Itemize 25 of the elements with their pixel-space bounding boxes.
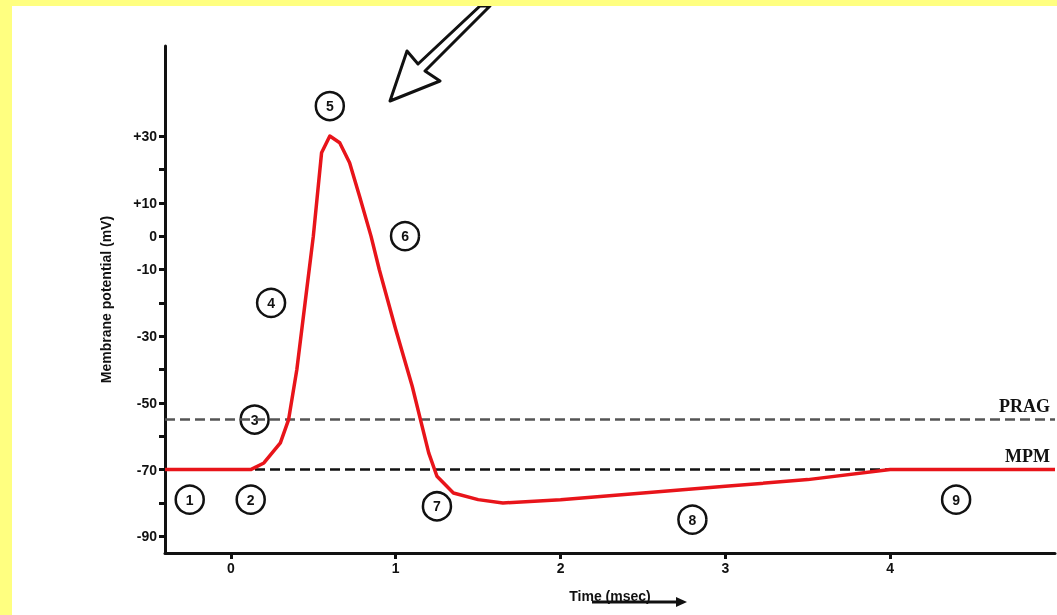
x-tick-label: 1 xyxy=(391,560,400,576)
y-tick-label: -90 xyxy=(136,528,158,545)
y-tick-label: -50 xyxy=(136,394,158,411)
ref-line-label: MPM xyxy=(1005,445,1050,466)
annotation: 6 xyxy=(401,228,410,245)
annotation: 1 xyxy=(185,491,194,508)
y-tick-label: -30 xyxy=(136,328,158,345)
ref-line-label: PRAG xyxy=(999,395,1050,416)
x-tick-label: 4 xyxy=(886,560,895,576)
y-tick-label: +30 xyxy=(133,128,158,145)
x-tick-label: 3 xyxy=(721,560,730,576)
annotation: 5 xyxy=(325,98,334,115)
x-tick-label: 2 xyxy=(556,560,565,576)
annotation: 8 xyxy=(688,511,697,528)
annotation: 7 xyxy=(433,498,442,515)
y-tick-label: +10 xyxy=(133,194,158,211)
y-tick-label: 0 xyxy=(149,228,158,245)
annotation: 2 xyxy=(246,491,255,508)
y-axis-title: Membrane potential (mV) xyxy=(98,215,114,384)
annotation: 9 xyxy=(952,491,961,508)
y-tick-label: -10 xyxy=(136,261,158,278)
y-tick-label: -70 xyxy=(136,461,158,478)
x-tick-label: 0 xyxy=(227,560,236,576)
x-axis-title: Time (msec) xyxy=(569,588,651,604)
annotation: 4 xyxy=(267,294,276,311)
